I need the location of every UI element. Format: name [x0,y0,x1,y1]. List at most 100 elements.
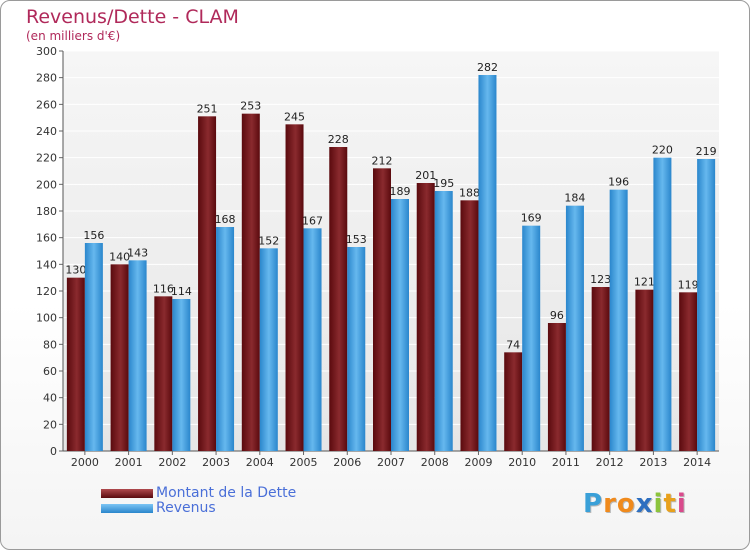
x-tick-label: 2000 [71,456,99,469]
bar-revenus [697,159,716,451]
bar-dette [416,183,435,451]
x-tick-label: 2006 [333,456,361,469]
x-tick-label: 2009 [464,456,492,469]
data-label: 153 [346,233,367,246]
x-tick-label: 2004 [246,456,274,469]
y-tick-label: 100 [36,312,57,325]
y-tick-label: 200 [36,178,57,191]
bar-dette [635,289,654,451]
data-label: 220 [652,144,673,157]
logo-letter: o [616,489,636,519]
data-label: 140 [109,250,130,263]
bar-dette [460,200,479,451]
data-label: 143 [127,246,148,259]
y-tick-label: 40 [43,392,57,405]
y-tick-label: 240 [36,125,57,138]
bar-revenus [259,248,278,451]
data-label: 228 [328,133,349,146]
y-tick-label: 160 [36,232,57,245]
bar-revenus [347,247,366,451]
legend-label-dette: Montant de la Dette [156,485,297,501]
legend-swatch-revenus [101,504,153,513]
bar-dette [154,296,173,451]
x-tick-label: 2002 [158,456,186,469]
x-tick-label: 2014 [683,456,711,469]
logo-letter: i [653,489,664,519]
x-tick-label: 2011 [552,456,580,469]
y-tick-label: 60 [43,365,57,378]
legend-label-revenus: Revenus [156,500,216,516]
data-label: 245 [284,110,305,123]
x-tick-label: 2005 [290,456,318,469]
chart-title: Revenus/Dette - CLAM [26,6,239,28]
y-tick-label: 180 [36,205,57,218]
y-tick-label: 0 [50,445,57,458]
logo-letter: r [603,489,617,519]
bar-dette [329,147,348,451]
data-label: 196 [608,176,629,189]
data-label: 123 [590,273,611,286]
bar-revenus [434,191,453,451]
bar-dette [198,116,217,451]
x-tick-label: 2003 [202,456,230,469]
y-tick-label: 220 [36,152,57,165]
bar-dette [110,264,129,451]
bar-revenus [522,225,541,451]
proxiti-logo: Proxiti [583,489,687,519]
y-tick-label: 20 [43,418,57,431]
logo-letter: t [663,489,677,519]
bar-dette [66,277,85,451]
x-tick-label: 2007 [377,456,405,469]
x-tick-label: 2013 [639,456,667,469]
data-label: 156 [83,229,104,242]
bar-revenus [478,75,497,451]
bar-dette [591,287,610,451]
logo-letter: i [676,489,687,519]
logo-letter: x [635,489,654,519]
bar-revenus [128,260,147,451]
bar-revenus [609,189,628,451]
data-label: 188 [459,186,480,199]
x-tick-label: 2010 [508,456,536,469]
data-label: 251 [197,102,218,115]
bar-dette [504,352,523,451]
bar-revenus [303,228,322,451]
data-label: 114 [171,285,192,298]
data-label: 219 [696,145,717,158]
y-tick-label: 280 [36,72,57,85]
data-label: 167 [302,214,323,227]
bar-dette [241,113,260,452]
chart-subtitle: (en milliers d'€) [26,29,121,43]
bar-dette [373,168,391,452]
y-tick-label: 120 [36,285,57,298]
x-tick-label: 2001 [115,456,143,469]
data-label: 96 [550,309,564,322]
y-tick-label: 80 [43,338,57,351]
bar-revenus [172,299,191,451]
x-tick-label: 2012 [596,456,624,469]
data-label: 189 [390,185,411,198]
bar-dette [547,323,566,451]
x-tick-label: 2008 [421,456,449,469]
y-tick-label: 300 [36,45,57,58]
data-label: 74 [506,338,520,351]
y-tick-label: 140 [36,258,57,271]
bar-dette [679,292,698,451]
data-label: 119 [678,278,699,291]
bar-revenus [653,157,672,451]
data-label: 201 [415,169,436,182]
logo-letter: P [583,489,604,519]
legend-swatch-dette [101,489,153,498]
data-label: 212 [372,154,393,167]
bar-revenus [391,199,409,451]
bar-revenus [565,205,584,451]
data-label: 116 [153,282,174,295]
data-label: 168 [215,213,236,226]
data-label: 253 [240,100,261,113]
bar-dette [285,124,304,451]
data-label: 152 [258,234,279,247]
bar-revenus [84,243,103,451]
data-label: 130 [65,264,86,277]
